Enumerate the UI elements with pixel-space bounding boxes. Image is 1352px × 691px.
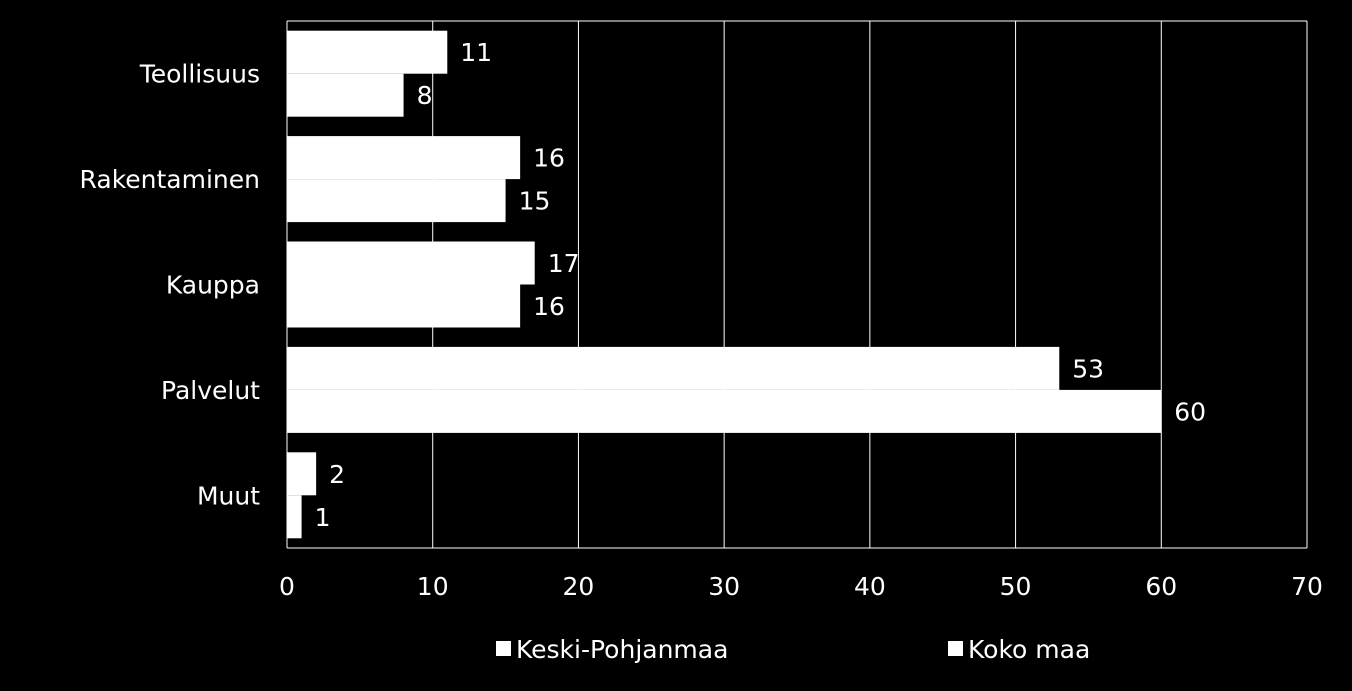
bar-series2 xyxy=(287,495,302,539)
data-labels-group: 11 8 16 15 17 16 53 60 2 1 xyxy=(315,38,1207,532)
category-label: Rakentaminen xyxy=(80,165,260,194)
bars-group xyxy=(287,30,1162,539)
category-label: Palvelut xyxy=(161,376,260,405)
data-label: 8 xyxy=(417,81,433,110)
category-label: Muut xyxy=(197,481,260,510)
legend-swatch xyxy=(948,641,963,656)
data-label: 1 xyxy=(315,503,331,532)
data-label: 60 xyxy=(1174,397,1206,426)
x-tick-label: 30 xyxy=(708,572,740,601)
bar-series2 xyxy=(287,73,404,117)
legend-label: Koko maa xyxy=(968,635,1090,664)
data-label: 2 xyxy=(329,460,345,489)
x-tick-label: 60 xyxy=(1145,572,1177,601)
x-tick-label: 70 xyxy=(1291,572,1323,601)
x-tick-labels-group: 0 10 20 30 40 50 60 70 xyxy=(279,572,1323,601)
category-label: Teollisuus xyxy=(139,60,260,89)
legend: Keski-Pohjanmaa Koko maa xyxy=(496,635,1090,664)
data-label: 17 xyxy=(548,249,580,278)
bar-series1 xyxy=(287,241,535,285)
bar-series1 xyxy=(287,136,521,180)
data-label: 15 xyxy=(519,187,551,216)
x-tick-label: 0 xyxy=(279,572,295,601)
bar-series1 xyxy=(287,30,448,74)
bar-series2 xyxy=(287,284,521,328)
bar-series2 xyxy=(287,389,1162,433)
legend-swatch xyxy=(496,641,511,656)
data-label: 53 xyxy=(1072,354,1104,383)
data-label: 16 xyxy=(533,144,565,173)
grid-lines xyxy=(286,20,1308,549)
data-label: 16 xyxy=(533,292,565,321)
x-tick-label: 50 xyxy=(1000,572,1032,601)
bar-series1 xyxy=(287,452,317,496)
x-tick-label: 10 xyxy=(417,572,449,601)
legend-label: Keski-Pohjanmaa xyxy=(516,635,728,664)
category-labels-group: Teollisuus Rakentaminen Kauppa Palvelut Muut xyxy=(80,60,261,511)
bar-series2 xyxy=(287,179,506,223)
bar-series1 xyxy=(287,346,1060,390)
x-tick-label: 40 xyxy=(854,572,886,601)
category-label: Kauppa xyxy=(166,271,260,300)
x-tick-label: 20 xyxy=(563,572,595,601)
data-label: 11 xyxy=(460,38,492,67)
